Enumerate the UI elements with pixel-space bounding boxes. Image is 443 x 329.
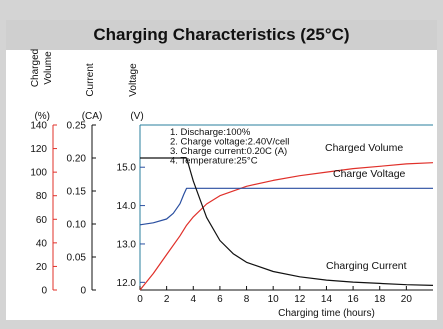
plot-panel <box>6 50 437 320</box>
x-tick-label: 0 <box>137 294 143 305</box>
charged-volume-tick-label: 100 <box>30 168 47 179</box>
voltage-unit: (V) <box>130 111 143 122</box>
x-tick-label: 12 <box>294 294 306 305</box>
x-axis-label: Charging time (hours) <box>278 308 375 319</box>
current-tick-label: 0.05 <box>67 253 87 264</box>
voltage-tick-label: 14.0 <box>117 201 137 212</box>
x-tick-label: 14 <box>321 294 333 305</box>
chart-title: Charging Characteristics (25°C) <box>93 25 350 44</box>
voltage-tick-label: 13.0 <box>117 239 137 250</box>
charge-voltage-line <box>139 187 433 226</box>
charged-volume-tick-label: 80 <box>36 191 48 202</box>
charged-volume-label: Charged Volume <box>325 142 403 154</box>
x-tick-label: 8 <box>244 294 250 305</box>
charged-volume-unit: (%) <box>34 111 50 122</box>
current-tick-label: 0.10 <box>67 220 87 231</box>
charged-volume-tick-label: 140 <box>30 121 47 132</box>
voltage-label: Voltage <box>128 63 139 97</box>
charged-volume-tick-label: 40 <box>36 238 48 249</box>
charge-voltage-label: Charge Voltage <box>333 168 406 180</box>
current-label: Current <box>85 63 96 97</box>
charged-volume-tick-label: 60 <box>36 215 48 226</box>
charging-current-line <box>140 157 434 286</box>
charging-current-label: Charging Current <box>326 260 407 272</box>
x-tick-label: 6 <box>217 294 223 305</box>
x-tick-label: 10 <box>268 294 280 305</box>
note-line: 3. Charge current:0.20C (A) <box>170 146 287 157</box>
current-tick-label: 0.25 <box>67 121 87 132</box>
charged-volume-label-line1: Charged <box>30 49 41 87</box>
x-tick-label: 18 <box>374 294 386 305</box>
title-bar: Charging Characteristics (25°C) <box>6 20 437 50</box>
note-line: 4. Temperature:25°C <box>170 156 258 167</box>
charged-volume-label-line2: Volume <box>43 51 54 85</box>
charged-volume-tick-label: 20 <box>36 262 48 273</box>
current-tick-label: 0.20 <box>67 154 87 165</box>
voltage-tick-label: 12.0 <box>117 278 137 289</box>
current-tick-label: 0 <box>80 286 86 297</box>
current-tick-label: 0.15 <box>67 187 87 198</box>
x-tick-label: 4 <box>190 294 196 305</box>
charged-volume-line <box>139 162 434 291</box>
voltage-tick-label: 15.0 <box>117 163 137 174</box>
note-line: 2. Charge voltage:2.40V/cell <box>170 137 289 148</box>
x-tick-label: 2 <box>164 294 170 305</box>
charged-volume-tick-label: 120 <box>30 144 47 155</box>
x-tick-label: 16 <box>348 294 360 305</box>
note-line: 1. Discharge:100% <box>170 127 251 138</box>
current-unit: (CA) <box>82 111 103 122</box>
charged-volume-tick-label: 0 <box>41 286 47 297</box>
x-tick-label: 20 <box>401 294 413 305</box>
